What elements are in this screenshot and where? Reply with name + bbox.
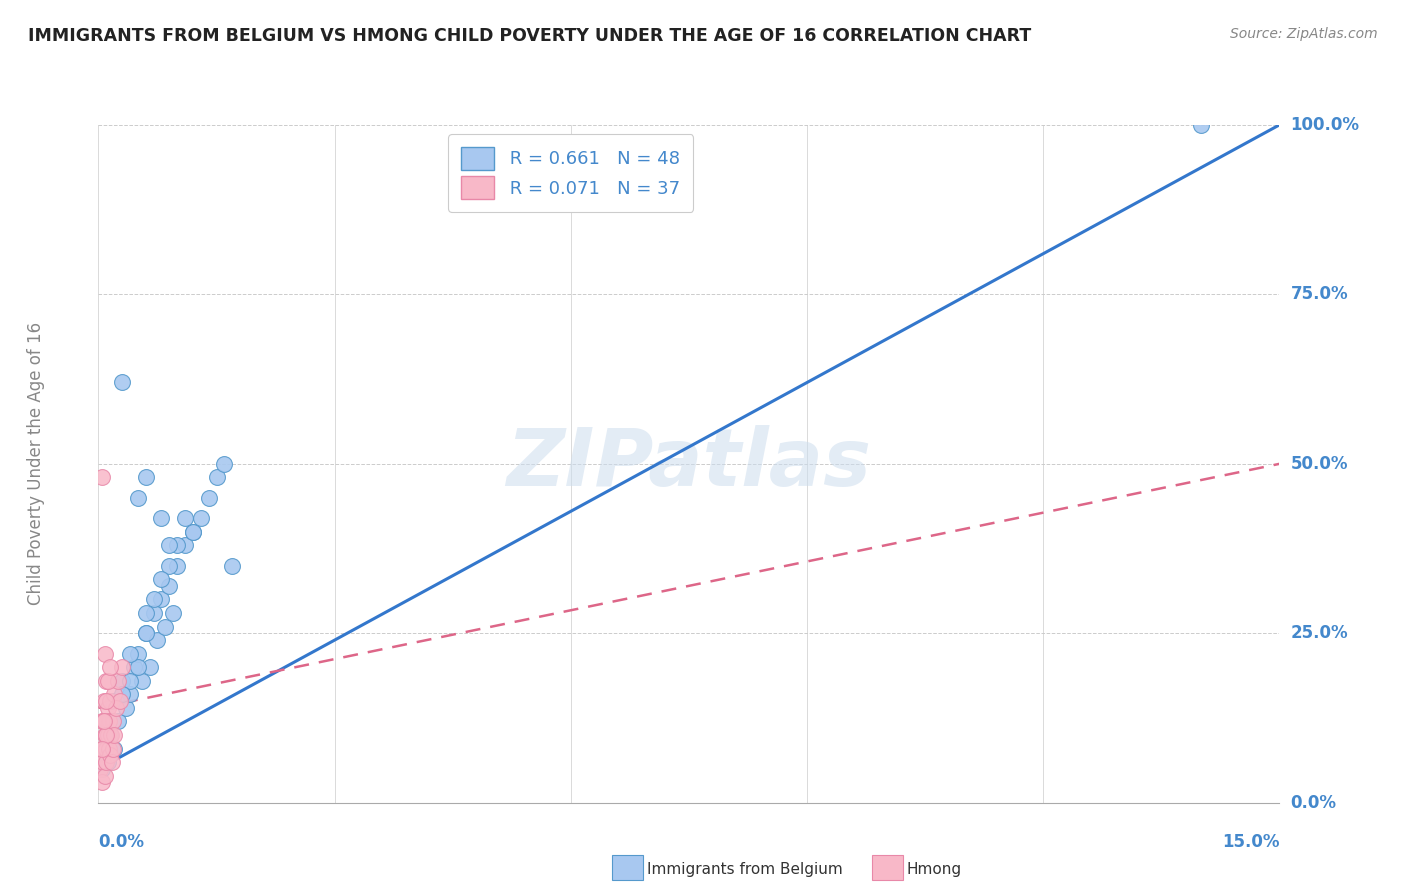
Text: 75.0%: 75.0%	[1291, 285, 1348, 303]
Text: 100.0%: 100.0%	[1291, 116, 1360, 134]
Point	[150, 572, 173, 586]
Point	[111, 660, 134, 674]
Text: 0.0%: 0.0%	[98, 833, 145, 851]
Point	[101, 694, 124, 708]
Point	[98, 714, 121, 729]
Point	[111, 687, 134, 701]
Point	[118, 647, 141, 661]
Point	[135, 470, 157, 484]
Point	[162, 606, 184, 620]
Point	[142, 592, 165, 607]
Point	[157, 538, 180, 552]
Point	[98, 694, 121, 708]
Point	[103, 728, 125, 742]
Point	[135, 626, 157, 640]
Point	[118, 673, 141, 688]
Point	[98, 728, 121, 742]
Point	[91, 714, 114, 729]
Point	[90, 775, 112, 789]
Point	[96, 755, 118, 769]
Point	[181, 524, 204, 539]
Point	[89, 762, 111, 776]
Point	[90, 741, 112, 756]
Point	[94, 694, 117, 708]
Point	[101, 741, 124, 756]
Text: Source: ZipAtlas.com: Source: ZipAtlas.com	[1230, 27, 1378, 41]
Text: Child Poverty Under the Age of 16: Child Poverty Under the Age of 16	[27, 322, 45, 606]
Point	[97, 755, 120, 769]
Point	[91, 714, 114, 729]
Point	[96, 741, 118, 756]
Point	[166, 538, 188, 552]
Point	[93, 741, 115, 756]
Point	[103, 741, 125, 756]
Point	[107, 673, 129, 688]
Point	[104, 701, 127, 715]
Point	[101, 714, 124, 729]
Point	[150, 592, 173, 607]
Point	[97, 673, 120, 688]
Legend:  R = 0.661   N = 48,  R = 0.071   N = 37: R = 0.661 N = 48, R = 0.071 N = 37	[449, 134, 693, 212]
Point	[93, 714, 115, 729]
Point	[96, 714, 118, 729]
Point	[127, 647, 149, 661]
Point	[115, 701, 138, 715]
Point	[146, 633, 169, 648]
Text: 50.0%: 50.0%	[1291, 455, 1348, 473]
Point	[166, 558, 188, 573]
Point	[90, 741, 112, 756]
Point	[100, 728, 122, 742]
Point	[118, 687, 141, 701]
Point	[214, 457, 236, 471]
Point	[205, 470, 228, 484]
Point	[96, 728, 118, 742]
Point	[181, 524, 204, 539]
Point	[150, 511, 173, 525]
Point	[91, 470, 114, 484]
Point	[174, 538, 197, 552]
Point	[157, 558, 180, 573]
Point	[97, 741, 120, 756]
Point	[122, 660, 145, 674]
Point	[101, 755, 124, 769]
Point	[93, 694, 115, 708]
Text: IMMIGRANTS FROM BELGIUM VS HMONG CHILD POVERTY UNDER THE AGE OF 16 CORRELATION C: IMMIGRANTS FROM BELGIUM VS HMONG CHILD P…	[28, 27, 1032, 45]
Point	[91, 755, 114, 769]
Point	[103, 687, 125, 701]
Point	[111, 376, 134, 390]
Point	[93, 769, 115, 783]
Point	[131, 673, 153, 688]
Point	[97, 701, 120, 715]
Point	[142, 606, 165, 620]
Point	[221, 558, 243, 573]
Point	[1189, 118, 1212, 132]
Point	[96, 714, 118, 729]
Point	[174, 511, 197, 525]
Point	[98, 748, 121, 763]
Point	[155, 619, 177, 633]
Point	[107, 714, 129, 729]
Point	[93, 647, 115, 661]
Point	[98, 660, 121, 674]
Text: ZIPatlas: ZIPatlas	[506, 425, 872, 503]
Point	[135, 606, 157, 620]
Text: Immigrants from Belgium: Immigrants from Belgium	[647, 863, 842, 877]
Point	[94, 673, 117, 688]
Point	[190, 511, 212, 525]
Point	[135, 626, 157, 640]
Point	[197, 491, 219, 505]
Point	[91, 762, 114, 776]
Point	[127, 491, 149, 505]
Text: 0.0%: 0.0%	[1291, 794, 1337, 812]
Text: Hmong: Hmong	[907, 863, 962, 877]
Point	[97, 728, 120, 742]
Text: 15.0%: 15.0%	[1222, 833, 1279, 851]
Point	[127, 660, 149, 674]
Point	[110, 694, 132, 708]
Point	[93, 728, 115, 742]
Point	[111, 673, 134, 688]
Point	[157, 579, 180, 593]
Text: 25.0%: 25.0%	[1291, 624, 1348, 642]
Point	[138, 660, 160, 674]
